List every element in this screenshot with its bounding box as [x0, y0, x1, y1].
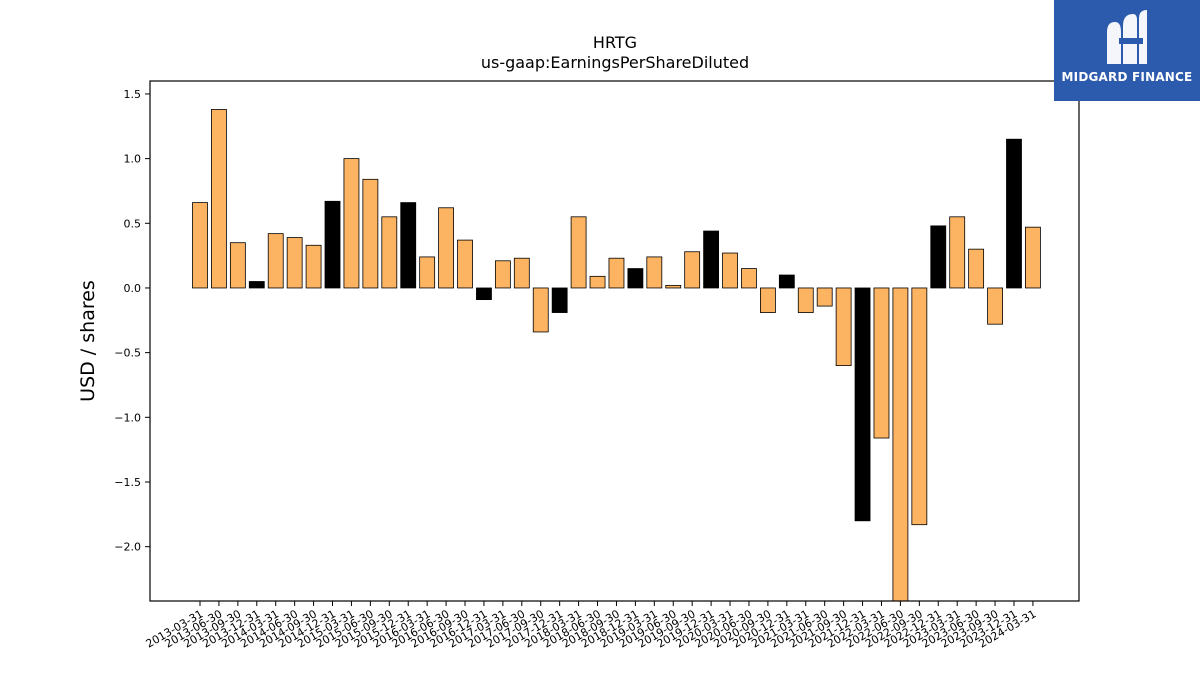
bar-2018-09-30 [608, 257, 625, 289]
bar-2015-06-30 [362, 178, 379, 289]
bar-2021-06-30 [816, 287, 833, 307]
bar-2019-03-31 [646, 256, 663, 289]
bar-2023-03-31 [949, 216, 966, 289]
bar-2020-12-31 [778, 274, 795, 289]
bar-2023-09-30 [987, 287, 1003, 325]
bar-2016-06-30 [438, 207, 454, 289]
y-tick-label: −2.0 [114, 541, 141, 554]
bar-2022-09-30 [911, 287, 928, 526]
bar-2017-09-30 [532, 287, 549, 333]
bar-2014-03-31 [267, 233, 284, 289]
bar-2020-06-30 [741, 268, 757, 289]
y-axis-ticks: 1.5 1.0 0.5 0.0 −0.5 −1.0 −1.5 −2.0 [114, 88, 150, 554]
bar-2019-09-30 [684, 251, 701, 289]
y-tick-label: 0.0 [124, 282, 142, 295]
bar-2013-06-30 [211, 109, 227, 289]
bars-group [192, 109, 1041, 602]
y-axis-label: USD / shares [77, 280, 99, 402]
bar-2023-06-30 [968, 248, 985, 289]
bar-2019-12-31 [703, 230, 720, 289]
bar-2018-06-30 [589, 275, 606, 289]
bar-2018-12-31 [627, 268, 644, 289]
bar-2016-03-31 [419, 256, 436, 289]
bar-2014-12-31 [324, 200, 341, 289]
y-tick-label: −1.5 [114, 476, 141, 489]
bar-2021-12-31 [854, 287, 871, 522]
chart-subtitle: us-gaap:EarningsPerShareDiluted [481, 53, 749, 72]
bar-2017-12-31 [551, 287, 568, 313]
bar-2014-06-30 [286, 237, 303, 289]
bar-2021-09-30 [835, 287, 852, 366]
y-tick-label: 1.0 [124, 153, 142, 166]
bar-2024-03-31 [1025, 226, 1041, 289]
bar-2013-03-31 [192, 202, 208, 289]
bar-2013-09-30 [229, 242, 246, 289]
y-tick-label: 1.5 [124, 88, 142, 101]
bar-2013-12-31 [248, 281, 265, 289]
brand-name: MIDGARD FINANCE [1061, 70, 1193, 84]
bar-2022-06-30 [892, 287, 909, 602]
plot-frame [149, 80, 1080, 602]
midgard-mi-monogram-icon [1107, 10, 1147, 64]
bar-2015-09-30 [381, 216, 398, 289]
bar-2017-03-31 [494, 260, 511, 289]
y-tick-label: 0.5 [124, 217, 142, 230]
bar-2016-12-31 [476, 287, 492, 301]
bar-2015-12-31 [400, 202, 417, 289]
midgard-finance-logo: MIDGARD FINANCE [1054, 0, 1200, 101]
bar-2021-03-31 [797, 287, 814, 313]
bar-2020-09-30 [760, 287, 776, 313]
y-tick-label: −1.0 [114, 411, 141, 424]
bar-2015-03-31 [343, 158, 360, 289]
chart-title: HRTG [593, 33, 637, 52]
x-axis-ticks: 2013-03-312013-06-302013-09-302013-12-31… [144, 601, 1038, 651]
y-tick-label: −0.5 [114, 347, 141, 360]
bar-2018-03-31 [570, 216, 587, 289]
bar-2020-03-31 [722, 252, 738, 289]
bar-2017-06-30 [513, 257, 530, 289]
bar-2014-09-30 [305, 244, 322, 289]
bar-2019-06-30 [665, 284, 682, 289]
bar-2022-12-31 [930, 225, 947, 289]
bar-2023-12-31 [1006, 138, 1022, 289]
bar-2016-09-30 [457, 239, 473, 289]
bar-2022-03-31 [873, 287, 890, 439]
